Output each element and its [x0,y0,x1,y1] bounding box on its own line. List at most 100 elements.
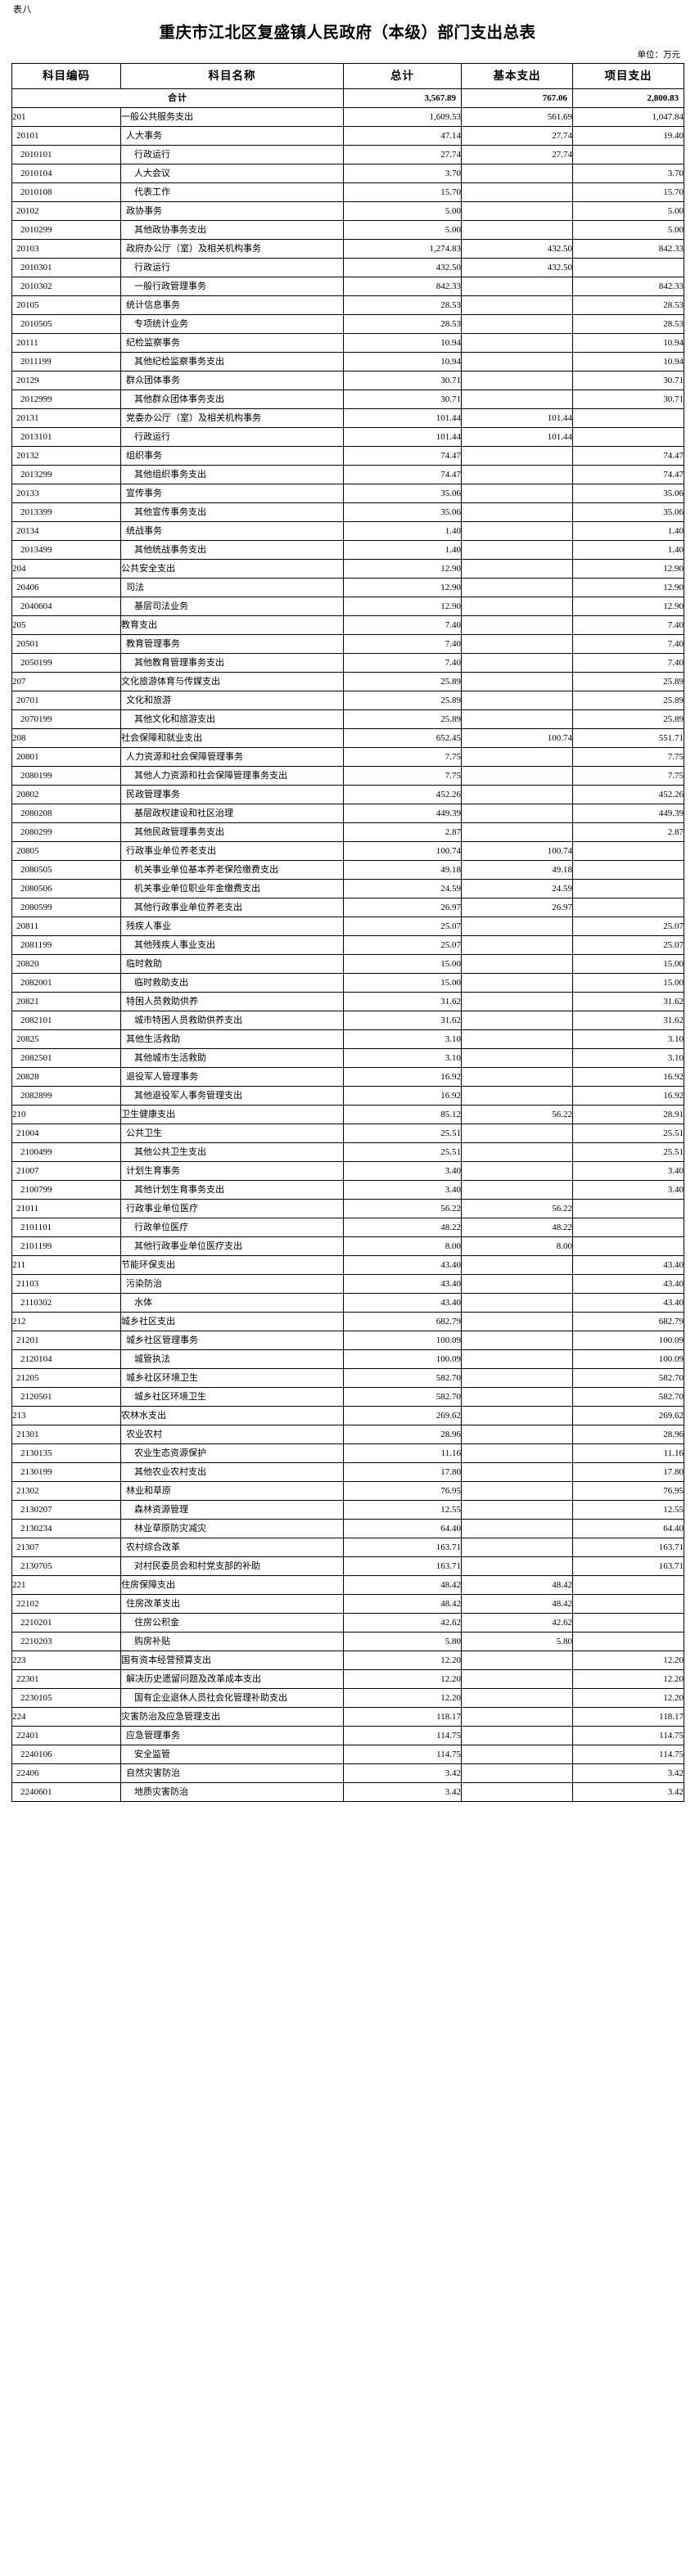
cell-basic-expenditure [461,502,573,522]
cell-subject-code: 21301 [11,1425,121,1444]
cell-subject-code: 21205 [11,1368,121,1388]
cell-project-expenditure: 10.94 [572,333,684,353]
cell-subject-name: 一般公共服务支出 [120,107,344,127]
cell-subject-code: 2010302 [11,277,121,296]
cell-total: 11.16 [343,1443,462,1463]
cell-project-expenditure: 269.62 [572,1406,684,1425]
cell-basic-expenditure [461,747,573,767]
cell-total: 12.90 [343,597,462,616]
cell-subject-code: 20131 [11,408,121,428]
table-row: 211 节能环保支出 43.40 43.40 [11,1255,684,1275]
cell-basic-expenditure: 100.74 [461,841,573,861]
cell-subject-code: 2081199 [11,935,121,955]
cell-basic-expenditure: 432.50 [461,258,573,277]
cell-project-expenditure: 1.40 [572,521,684,541]
cell-total: 12.20 [343,1688,462,1708]
table-row: 20101 人大事务 47.14 27.74 19.40 [11,126,684,146]
table-row: 21205 城乡社区环境卫生 582.70 582.70 [11,1368,684,1388]
cell-basic-expenditure [461,521,573,541]
cell-subject-name: 行政单位医疗 [120,1218,344,1237]
cell-subject-name: 其他农业农村支出 [120,1462,344,1482]
cell-basic-expenditure [461,597,573,616]
cell-basic-expenditure [461,277,573,296]
cell-subject-code: 2210203 [11,1632,121,1651]
cell-subject-name: 其他城市生活救助 [120,1048,344,1068]
cell-total: 8.00 [343,1236,462,1256]
cell-basic-expenditure: 56.22 [461,1105,573,1124]
cell-project-expenditure: 7.40 [572,653,684,673]
cell-basic-expenditure [461,352,573,372]
cell-basic-expenditure [461,1331,573,1350]
cell-basic-expenditure [461,484,573,503]
cell-total: 43.40 [343,1274,462,1294]
cell-project-expenditure: 43.40 [572,1255,684,1275]
table-row: 2010505 专项统计业务 28.53 28.53 [11,314,684,334]
cell-subject-code: 20134 [11,521,121,541]
table-row: 2040604 基层司法业务 12.90 12.90 [11,597,684,616]
cell-project-expenditure: 3.40 [572,1180,684,1200]
cell-project-expenditure: 28.53 [572,314,684,334]
cell-subject-name: 自然灾害防治 [120,1763,344,1783]
cell-subject-name: 政协事务 [120,201,344,221]
cell-basic-expenditure [461,785,573,804]
cell-total: 42.62 [343,1613,462,1633]
cell-subject-name: 其他文化和旅游支出 [120,709,344,729]
table-row: 207 文化旅游体育与传媒支出 25.89 25.89 [11,672,684,691]
cell-basic-expenditure [461,220,573,240]
cell-subject-name: 宣传事务 [120,484,344,503]
cell-project-expenditure: 15.00 [572,954,684,974]
cell-subject-code: 20105 [11,295,121,315]
cell-total: 7.40 [343,634,462,654]
cell-basic-expenditure: 48.42 [461,1575,573,1595]
cell-basic-expenditure [461,1745,573,1764]
cell-total: 16.92 [343,1067,462,1087]
cell-total: 5.80 [343,1632,462,1651]
table-row: 20131 党委办公厅（室）及相关机构事务 101.44 101.44 [11,408,684,428]
cell-subject-code: 2110302 [11,1293,121,1313]
summary-project: 2,800.83 [572,88,684,108]
cell-total: 31.62 [343,992,462,1011]
cell-basic-expenditure [461,1349,573,1369]
cell-subject-code: 2080505 [11,860,121,880]
cell-subject-code: 2120104 [11,1349,121,1369]
cell-subject-name: 公共卫生 [120,1124,344,1143]
cell-subject-code: 20825 [11,1029,121,1049]
cell-subject-name: 文化和旅游 [120,691,344,710]
table-row: 20802 民政管理事务 452.26 452.26 [11,785,684,804]
cell-basic-expenditure [461,182,573,202]
cell-subject-name: 农业农村 [120,1425,344,1444]
cell-project-expenditure: 17.80 [572,1462,684,1482]
cell-subject-code: 2040604 [11,597,121,616]
cell-project-expenditure: 35.06 [572,484,684,503]
cell-subject-code: 2010299 [11,220,121,240]
cell-subject-code: 2082899 [11,1086,121,1106]
cell-total: 24.59 [343,879,462,898]
table-row: 2010301 行政运行 432.50 432.50 [11,258,684,277]
cell-total: 25.89 [343,709,462,729]
cell-subject-code: 20111 [11,333,121,353]
cell-subject-code: 2010101 [11,145,121,164]
cell-subject-name: 其他计划生育事务支出 [120,1180,344,1200]
table-row: 2100799 其他计划生育事务支出 3.40 3.40 [11,1180,684,1200]
cell-subject-name: 行政事业单位医疗 [120,1199,344,1218]
cell-subject-name: 污染防治 [120,1274,344,1294]
cell-subject-name: 基层政权建设和社区治理 [120,804,344,823]
cell-total: 3.40 [343,1161,462,1181]
cell-project-expenditure: 74.47 [572,446,684,466]
table-row: 20103 政府办公厅（室）及相关机构事务 1,274.83 432.50 842.33 [11,239,684,259]
cell-total: 1.40 [343,521,462,541]
table-row: 21007 计划生育事务 3.40 3.40 [11,1161,684,1181]
cell-subject-code: 20811 [11,916,121,936]
cell-subject-name: 教育管理事务 [120,634,344,654]
cell-subject-name: 住房公积金 [120,1613,344,1633]
cell-basic-expenditure [461,1048,573,1068]
cell-subject-name: 城乡社区环境卫生 [120,1368,344,1388]
cell-project-expenditure: 842.33 [572,239,684,259]
cell-project-expenditure: 25.51 [572,1124,684,1143]
table-row: 2080505 机关事业单位基本养老保险缴费支出 49.18 49.18 [11,860,684,880]
cell-subject-name: 灾害防治及应急管理支出 [120,1707,344,1727]
unit-note: 单位：万元 [637,51,681,60]
cell-subject-code: 2010505 [11,314,121,334]
cell-subject-code: 211 [11,1255,121,1275]
cell-basic-expenditure: 100.74 [461,728,573,748]
